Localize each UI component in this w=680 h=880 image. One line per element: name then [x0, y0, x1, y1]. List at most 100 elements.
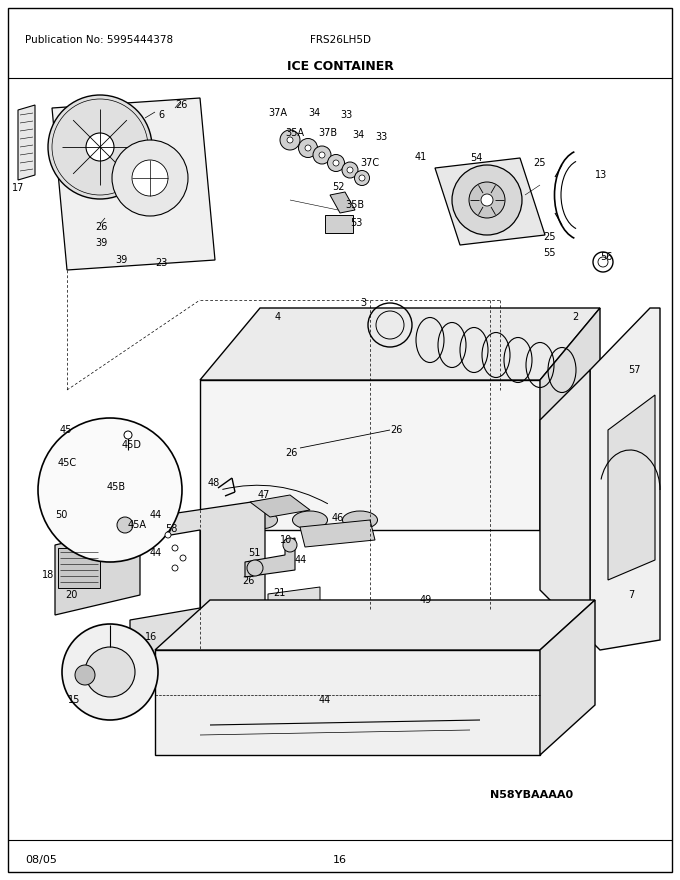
Text: 56: 56 [600, 252, 613, 262]
Bar [68, 462, 96, 500]
Text: ICE CONTAINER: ICE CONTAINER [286, 60, 394, 73]
Circle shape [180, 555, 186, 561]
Text: 10: 10 [280, 535, 292, 545]
Circle shape [287, 137, 293, 143]
Text: 33: 33 [340, 110, 352, 120]
Circle shape [85, 647, 135, 697]
Text: 45A: 45A [128, 520, 147, 530]
Polygon shape [52, 98, 215, 270]
Circle shape [86, 133, 114, 161]
Text: 44: 44 [295, 555, 307, 565]
Circle shape [117, 517, 133, 533]
Polygon shape [200, 308, 600, 380]
Text: 37C: 37C [360, 158, 379, 168]
Text: 26: 26 [242, 576, 254, 586]
Text: N58YBAAAA0: N58YBAAAA0 [490, 790, 573, 800]
Ellipse shape [343, 511, 377, 529]
Circle shape [112, 140, 188, 216]
Text: 33: 33 [375, 132, 387, 142]
Bar [118, 450, 138, 475]
Text: 16: 16 [333, 855, 347, 865]
Text: 53: 53 [350, 218, 362, 228]
Text: 44: 44 [150, 510, 163, 520]
Circle shape [132, 160, 168, 196]
Circle shape [48, 95, 152, 199]
Circle shape [247, 560, 263, 576]
Circle shape [481, 194, 493, 206]
Text: 13: 13 [595, 170, 607, 180]
Bar [58, 548, 100, 588]
Circle shape [359, 175, 365, 181]
Bar [325, 215, 353, 233]
Text: 26: 26 [285, 448, 297, 458]
Text: 51: 51 [248, 548, 260, 558]
Text: 23: 23 [155, 258, 167, 268]
Text: 37B: 37B [318, 128, 337, 138]
Text: 26: 26 [390, 425, 403, 435]
Text: 45C: 45C [58, 458, 77, 468]
Text: 37A: 37A [268, 108, 287, 118]
Text: 46: 46 [332, 513, 344, 523]
Text: 21: 21 [273, 588, 286, 598]
Text: 26: 26 [95, 222, 107, 232]
Polygon shape [608, 395, 655, 580]
Circle shape [313, 146, 331, 164]
Text: 47: 47 [258, 490, 271, 500]
Text: 25: 25 [533, 158, 545, 168]
Text: 4: 4 [275, 312, 281, 322]
Circle shape [347, 167, 353, 173]
Circle shape [165, 532, 171, 538]
Text: 35A: 35A [285, 128, 304, 138]
Text: 25: 25 [543, 232, 556, 242]
Text: FRS26LH5D: FRS26LH5D [310, 35, 371, 45]
Polygon shape [250, 495, 310, 517]
Text: 18: 18 [42, 570, 54, 580]
Circle shape [75, 665, 95, 685]
Polygon shape [540, 308, 600, 530]
Bar [70, 464, 76, 476]
Text: 15: 15 [68, 695, 80, 705]
Text: 50: 50 [55, 510, 67, 520]
Text: 7: 7 [628, 590, 634, 600]
Text: 48: 48 [208, 478, 220, 488]
Circle shape [328, 155, 345, 172]
Circle shape [283, 538, 297, 552]
Circle shape [38, 418, 182, 562]
Polygon shape [590, 308, 660, 650]
Ellipse shape [292, 511, 328, 529]
Text: 2: 2 [572, 312, 578, 322]
Text: 26: 26 [175, 100, 188, 110]
Text: 16: 16 [145, 632, 157, 642]
Text: Publication No: 5995444378: Publication No: 5995444378 [25, 35, 173, 45]
Text: 34: 34 [352, 130, 364, 140]
Text: 08/05: 08/05 [25, 855, 57, 865]
Text: 44: 44 [150, 548, 163, 558]
Ellipse shape [99, 648, 121, 662]
Polygon shape [268, 587, 320, 622]
Polygon shape [540, 600, 595, 755]
Polygon shape [55, 525, 140, 615]
Circle shape [305, 145, 311, 151]
Text: 45: 45 [60, 425, 72, 435]
Text: 20: 20 [65, 590, 78, 600]
Circle shape [354, 171, 369, 186]
Text: 34: 34 [308, 108, 320, 118]
Text: 54: 54 [470, 153, 482, 163]
Text: 49: 49 [420, 595, 432, 605]
Ellipse shape [243, 511, 277, 529]
Text: 3: 3 [360, 298, 366, 308]
Text: 17: 17 [12, 183, 24, 193]
Circle shape [342, 162, 358, 178]
Text: 39: 39 [95, 238, 107, 248]
Circle shape [172, 545, 178, 551]
Text: 52: 52 [332, 182, 345, 192]
Polygon shape [300, 520, 375, 547]
Polygon shape [18, 105, 35, 180]
Polygon shape [540, 370, 590, 640]
Bar [108, 490, 130, 508]
Text: 57: 57 [628, 365, 641, 375]
Text: 41: 41 [415, 152, 427, 162]
Polygon shape [200, 380, 540, 530]
Text: 35B: 35B [345, 200, 364, 210]
Polygon shape [130, 500, 265, 660]
